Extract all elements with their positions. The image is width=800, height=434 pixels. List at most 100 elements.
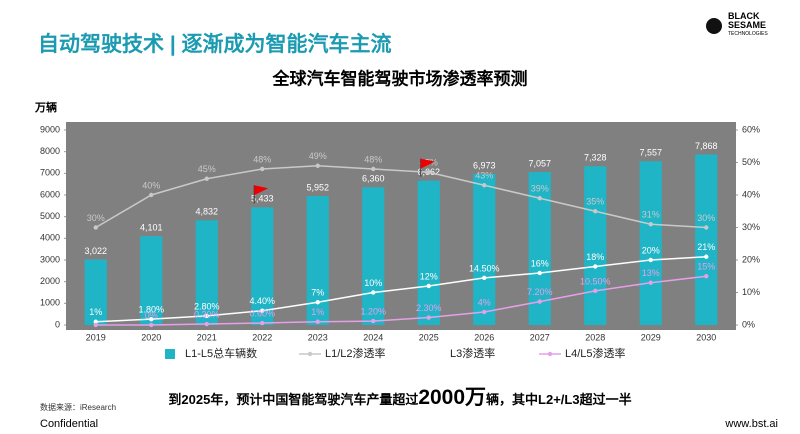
y2-tick-label: 20% xyxy=(742,254,760,264)
bar-value-label: 5,952 xyxy=(306,182,329,192)
line xyxy=(95,256,707,323)
y2-tick-label: 10% xyxy=(742,287,760,297)
line-marker xyxy=(260,166,265,172)
legend-label: L3渗透率 xyxy=(450,346,495,360)
line-value-label: 35% xyxy=(586,197,604,207)
line-marker xyxy=(371,166,376,172)
line-value-label: 15% xyxy=(697,262,715,272)
legend-label: L1/L2渗透率 xyxy=(325,346,386,360)
flag xyxy=(420,158,435,169)
bar xyxy=(473,173,496,325)
legend-swatch xyxy=(547,351,553,357)
line-marker xyxy=(371,290,376,295)
line-marker xyxy=(593,288,598,294)
x-tick-label: 2025 xyxy=(419,332,439,342)
line-marker xyxy=(537,196,542,201)
line-value-label: 2.30% xyxy=(416,303,442,313)
bar xyxy=(639,161,662,325)
line-value-label: 7% xyxy=(311,288,324,298)
bar-value-label: 6,360 xyxy=(362,174,385,184)
line-marker xyxy=(315,163,320,168)
line-value-label: 16% xyxy=(531,258,549,268)
y-tick-label: 2000 xyxy=(40,276,60,286)
x-tick-label: 2021 xyxy=(197,332,217,342)
line-marker xyxy=(648,257,653,263)
line-marker xyxy=(593,209,598,214)
summary-text: 到2025年，预计中国智能驾驶汽车产量超过 xyxy=(168,392,419,407)
line-marker xyxy=(426,315,431,320)
line-marker xyxy=(482,183,487,188)
line-marker xyxy=(204,321,209,327)
line-marker xyxy=(648,222,653,227)
line-value-label: 14.50% xyxy=(469,263,500,273)
y-tick-label: 1000 xyxy=(40,298,60,308)
bar-value-label: 4,101 xyxy=(140,223,163,233)
flag xyxy=(254,185,269,196)
line-value-label: 0.30% xyxy=(194,309,220,319)
website: www.bst.ai xyxy=(725,418,778,430)
line-value-label: 13% xyxy=(642,268,660,278)
x-tick-label: 2023 xyxy=(308,332,328,342)
line-value-label: 0% xyxy=(145,310,158,320)
y-tick-label: 9000 xyxy=(40,124,60,134)
line-marker xyxy=(482,275,487,281)
bar xyxy=(140,236,163,325)
line-marker xyxy=(482,309,487,315)
line-value-label: 30% xyxy=(697,213,715,223)
line-marker xyxy=(149,322,154,328)
y-tick-label: 7000 xyxy=(40,168,60,178)
line-value-label: 7.20% xyxy=(527,287,553,297)
legend-swatch xyxy=(307,351,313,357)
line-value-label: 21% xyxy=(697,242,715,252)
line-marker xyxy=(426,170,431,175)
x-tick-label: 2029 xyxy=(641,332,661,342)
line-value-label: 10% xyxy=(364,278,382,288)
line-value-label: 31% xyxy=(642,210,660,220)
line-value-label: 39% xyxy=(531,184,549,194)
line-marker xyxy=(93,322,98,328)
logo-icon xyxy=(706,17,722,34)
line-marker xyxy=(260,320,265,326)
y2-tick-label: 40% xyxy=(742,189,760,199)
y-tick-label: 3000 xyxy=(40,254,60,264)
line-value-label: 45% xyxy=(198,164,216,174)
line-value-label: 1% xyxy=(311,307,324,317)
legend-label: L1-L5总车辆数 xyxy=(185,346,257,360)
y-tick-label: 8000 xyxy=(40,146,60,156)
y-tick-label: 6000 xyxy=(40,189,60,199)
bar-value-label: 5,433 xyxy=(251,194,274,204)
x-tick-label: 2028 xyxy=(585,332,605,342)
x-tick-label: 2019 xyxy=(86,332,106,342)
line-value-label: 0.60% xyxy=(249,308,275,318)
line-marker xyxy=(426,283,431,289)
x-tick-label: 2030 xyxy=(696,332,716,342)
logo-text: BLACK xyxy=(728,11,760,21)
confidential: Confidential xyxy=(40,418,99,430)
line-marker xyxy=(315,300,320,305)
y2-tick-label: 50% xyxy=(742,157,760,167)
line-marker xyxy=(260,308,265,313)
y2-tick-label: 0% xyxy=(742,319,755,329)
line-marker xyxy=(93,225,98,230)
y2-tick-label: 60% xyxy=(742,124,760,134)
y-axis-label: 万辆 xyxy=(34,100,57,114)
line-value-label: 10.50% xyxy=(580,276,611,286)
line-value-label: 48% xyxy=(364,154,382,164)
bar xyxy=(584,166,607,325)
line xyxy=(95,164,707,229)
x-tick-label: 2020 xyxy=(141,332,161,342)
line-value-label: 1% xyxy=(89,307,102,317)
bar-value-label: 7,328 xyxy=(584,153,607,163)
legend-label: L4/L5渗透率 xyxy=(565,346,626,360)
line-value-label: 20% xyxy=(642,245,660,255)
line-value-label: 12% xyxy=(420,271,438,281)
bar xyxy=(528,172,551,325)
logo: BLACK SESAME TECHNOLOGIES xyxy=(706,12,768,39)
line-marker xyxy=(648,280,653,285)
line-marker xyxy=(704,274,709,279)
line-value-label: 1.20% xyxy=(360,306,386,316)
x-tick-label: 2027 xyxy=(530,332,550,342)
line-value-label: 49% xyxy=(309,151,327,161)
legend-swatch xyxy=(165,349,175,359)
